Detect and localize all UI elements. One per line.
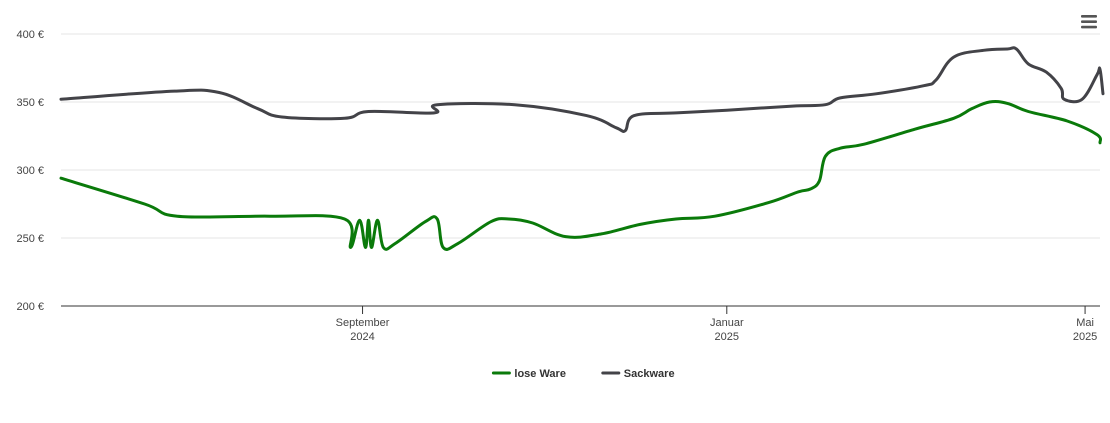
grid-layer — [61, 33, 1100, 239]
x-axis: September 2024 Januar 2025 Mai 2025 — [61, 305, 1100, 343]
legend-label: lose Ware — [514, 368, 566, 380]
y-tick-label: 400 € — [16, 29, 44, 41]
x-tick-label-month: September — [336, 317, 390, 329]
legend-label: Sackware — [624, 368, 675, 380]
legend: lose Ware Sackware — [491, 368, 675, 380]
x-tick-label-month: Januar — [710, 317, 744, 329]
chart-context-menu-button[interactable] — [1080, 14, 1098, 30]
hamburger-menu-icon — [1081, 15, 1097, 29]
y-tick-label: 250 € — [16, 233, 44, 245]
y-tick-label: 300 € — [16, 165, 44, 177]
legend-item-0[interactable]: lose Ware — [491, 368, 566, 380]
x-tick-label-year: 2025 — [715, 331, 739, 343]
series-layer — [59, 46, 1105, 251]
legend-item-1[interactable]: Sackware — [601, 368, 675, 380]
x-tick-label-month: Mai — [1076, 317, 1094, 329]
y-axis: 200 € 250 € 300 € 350 € 400 € — [16, 29, 44, 313]
series-line-0[interactable] — [59, 100, 1103, 251]
y-tick-label: 200 € — [16, 301, 44, 313]
x-tick-label-year: 2024 — [350, 331, 374, 343]
series-line-1[interactable] — [59, 46, 1105, 133]
x-tick-label-year: 2025 — [1073, 331, 1097, 343]
y-tick-label: 350 € — [16, 97, 44, 109]
